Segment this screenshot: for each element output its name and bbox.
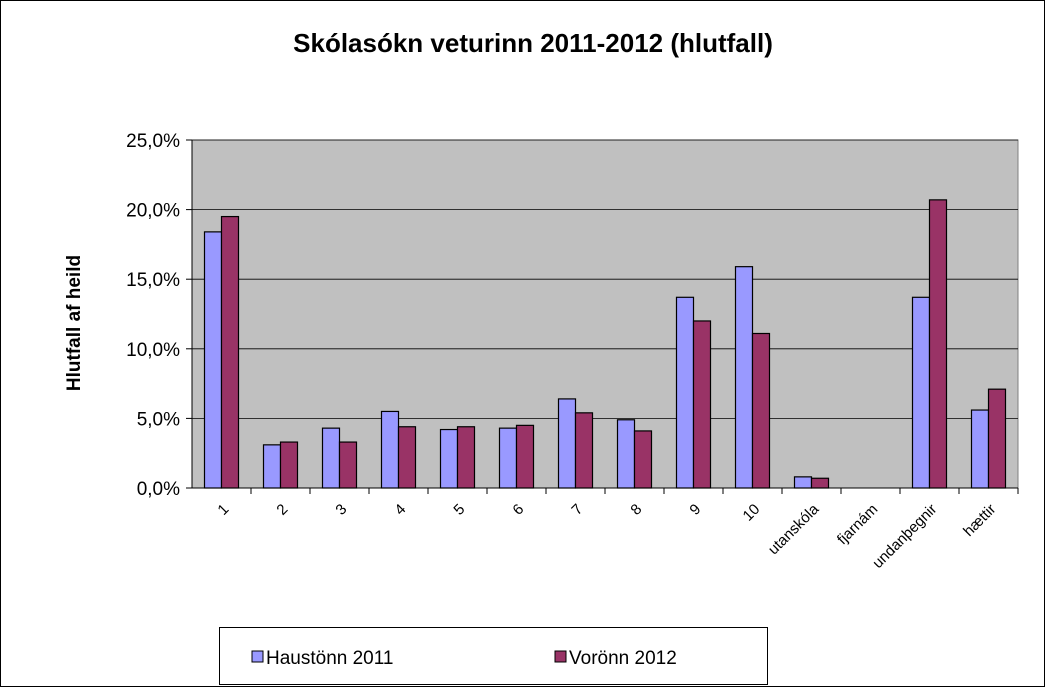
legend-label: Vorönn 2012 xyxy=(569,648,677,669)
y-tick-label: 0,0% xyxy=(137,479,180,500)
bar xyxy=(203,231,223,489)
bar xyxy=(810,477,830,489)
bar xyxy=(498,427,518,489)
bar xyxy=(557,398,577,489)
bar xyxy=(321,427,341,489)
plot-area xyxy=(191,139,1019,489)
bar xyxy=(987,388,1007,489)
y-tick-label: 10,0% xyxy=(126,340,180,361)
bar xyxy=(380,410,400,489)
bar xyxy=(397,426,417,489)
bar xyxy=(220,215,240,489)
bar xyxy=(515,424,535,489)
bar xyxy=(911,296,931,489)
chart-title: Skólasókn veturinn 2011-2012 (hlutfall) xyxy=(293,28,773,58)
y-tick-label: 15,0% xyxy=(126,270,180,291)
bar xyxy=(970,409,990,489)
y-tick-label: 25,0% xyxy=(126,131,180,152)
legend-swatch xyxy=(554,650,567,663)
bar xyxy=(734,266,754,489)
legend-swatch xyxy=(251,650,264,663)
bar xyxy=(456,426,476,489)
bar xyxy=(751,332,771,489)
bar xyxy=(439,428,459,489)
bar xyxy=(793,476,813,489)
bar xyxy=(633,430,653,489)
bar xyxy=(675,296,695,489)
y-axis-label: Hlutfall af heild xyxy=(64,255,85,391)
y-tick-label: 5,0% xyxy=(137,409,180,430)
bar xyxy=(692,320,712,489)
y-tick-label: 20,0% xyxy=(126,201,180,222)
bar xyxy=(279,441,299,489)
bar xyxy=(616,419,636,489)
bar xyxy=(928,199,948,489)
bar xyxy=(338,441,358,489)
legend xyxy=(219,627,768,685)
legend-label: Haustönn 2011 xyxy=(266,648,393,669)
bar xyxy=(262,444,282,489)
bar xyxy=(574,412,594,489)
